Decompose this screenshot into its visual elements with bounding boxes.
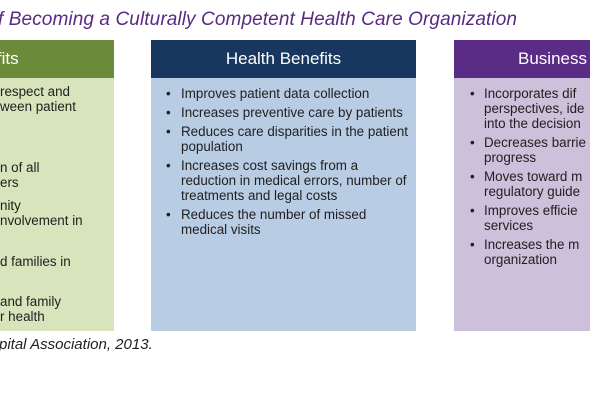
list-item-line: Moves toward m bbox=[484, 169, 583, 184]
bullet-icon: • bbox=[166, 207, 171, 222]
column-business: Business • Incorporates dif perspectives, … bbox=[454, 40, 590, 331]
column-business-body: • Incorporates dif perspectives, ide into t… bbox=[454, 78, 590, 331]
column-left-line: respect and bbox=[0, 84, 70, 99]
list-item-text: Reduces care disparities in the patient … bbox=[181, 124, 409, 154]
list-item-text: Increases cost savings from a reduction … bbox=[181, 158, 407, 203]
list-item: • Decreases barrie progress bbox=[470, 135, 590, 165]
column-left-heading: nefits bbox=[0, 40, 114, 78]
bullet-icon: • bbox=[166, 105, 171, 120]
list-item: • Reduces care disparities in the patient… bbox=[166, 124, 411, 154]
list-item: • Increases cost savings from a reduction… bbox=[166, 158, 411, 203]
list-item: • Increases the m organization bbox=[470, 237, 590, 267]
column-health-benefits-heading: Health Benefits bbox=[151, 40, 416, 78]
list-item-line: Incorporates dif bbox=[484, 86, 577, 101]
column-left-line: n of all bbox=[0, 160, 40, 175]
business-benefits-list: • Incorporates dif perspectives, ide into t… bbox=[470, 86, 590, 271]
list-item-line: into the decision bbox=[484, 116, 581, 131]
bullet-icon: • bbox=[470, 86, 475, 101]
list-item: • Incorporates dif perspectives, ide into t… bbox=[470, 86, 590, 131]
bullet-icon: • bbox=[470, 237, 475, 252]
column-left-line: ers bbox=[0, 175, 19, 190]
list-item: • Reduces the number of missed medical vi… bbox=[166, 207, 411, 237]
column-left-heading-text: nefits bbox=[0, 49, 19, 68]
bullet-icon: • bbox=[166, 124, 171, 139]
list-item-line: regulatory guide bbox=[484, 184, 581, 199]
list-item-line: organization bbox=[484, 252, 557, 267]
list-item-line: Decreases barrie bbox=[484, 135, 586, 150]
list-item: • Increases preventive care by patients bbox=[166, 105, 411, 120]
column-health-benefits: Health Benefits • Improves patient data c… bbox=[151, 40, 416, 331]
column-left-line: ween patient bbox=[0, 99, 76, 114]
source-citation: pital Association, 2013. bbox=[0, 336, 153, 353]
list-item-text: Reduces the number of missed medical vis… bbox=[181, 207, 367, 237]
bullet-icon: • bbox=[470, 169, 475, 184]
list-item-line: perspectives, ide bbox=[484, 101, 585, 116]
list-item: • Improves efficie services bbox=[470, 203, 590, 233]
figure-title: f Becoming a Culturally Competent Health… bbox=[0, 9, 518, 30]
column-health-benefits-body: • Improves patient data collection • Increa… bbox=[151, 78, 416, 331]
list-item-line: services bbox=[484, 218, 534, 233]
list-item: • Improves patient data collection bbox=[166, 86, 411, 101]
column-left-body: respect and ween patient n of all ers nity nv… bbox=[0, 78, 114, 331]
health-benefits-list: • Improves patient data collection • Increa… bbox=[166, 86, 411, 241]
list-item-text: Increases preventive care by patients bbox=[181, 105, 403, 120]
column-left-line: nvolvement in bbox=[0, 213, 83, 228]
list-item-line: progress bbox=[484, 150, 537, 165]
column-left-line: nity bbox=[0, 198, 21, 213]
bullet-icon: • bbox=[470, 135, 475, 150]
list-item-line: Increases the m bbox=[484, 237, 580, 252]
column-business-heading: Business bbox=[454, 40, 590, 78]
column-business-heading-text: Business bbox=[518, 49, 587, 68]
column-left-line: r health bbox=[0, 309, 45, 324]
list-item: • Moves toward m regulatory guide bbox=[470, 169, 590, 199]
list-item-line: Improves efficie bbox=[484, 203, 578, 218]
bullet-icon: • bbox=[470, 203, 475, 218]
bullet-icon: • bbox=[166, 158, 171, 173]
bullet-icon: • bbox=[166, 86, 171, 101]
list-item-text: Improves patient data collection bbox=[181, 86, 370, 101]
column-left-line: d families in bbox=[0, 254, 71, 269]
column-left-line: and family bbox=[0, 294, 62, 309]
